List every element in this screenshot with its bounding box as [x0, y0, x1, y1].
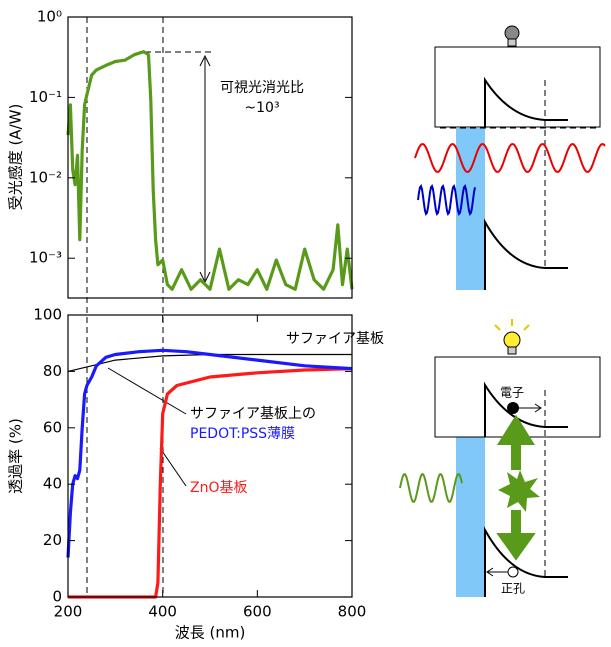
annotation: 可視光消光比	[220, 80, 304, 96]
leader-line	[159, 447, 187, 487]
y-tick-label: 40	[43, 475, 62, 493]
diagram-label: 電子	[500, 386, 524, 400]
diagram-lit	[399, 319, 601, 597]
diagram-label: 正孔	[501, 582, 525, 596]
diagram-dark	[414, 25, 606, 290]
data-line	[66, 348, 353, 558]
data-line	[66, 50, 354, 291]
y-axis-title: 透過率 (%)	[7, 418, 25, 494]
y-tick-label: 0	[52, 588, 62, 606]
annotation: PEDOT:PSS薄膜	[190, 426, 295, 442]
y-tick-label: 10⁻³	[29, 249, 62, 267]
y-tick-label: 60	[43, 418, 62, 436]
annotation: ZnO基板	[190, 479, 247, 496]
y-axis-title: 受光感度 (A/W)	[7, 104, 25, 211]
annotation: サファイア基板	[286, 330, 384, 347]
y-tick-label: 10⁻¹	[29, 88, 62, 106]
y-tick-label: 10⁰	[37, 8, 62, 26]
x-tick-label: 800	[338, 603, 367, 621]
plot-frame	[67, 16, 353, 299]
y-tick-label: 20	[43, 531, 62, 549]
x-tick-label: 400	[148, 603, 177, 621]
x-tick-label: 200	[54, 603, 83, 621]
y-tick-label: 80	[43, 362, 62, 380]
data-line	[67, 353, 352, 372]
y-tick-label: 10⁻²	[29, 168, 62, 186]
plot-frame	[67, 314, 353, 598]
y-tick-label: 100	[33, 306, 62, 324]
annotation: ~10³	[244, 100, 279, 116]
x-tick-label: 600	[243, 603, 272, 621]
annotation: サファイア基板上の	[190, 405, 316, 422]
leader-line	[107, 367, 187, 415]
x-axis-title: 波長 (nm)	[175, 624, 246, 642]
